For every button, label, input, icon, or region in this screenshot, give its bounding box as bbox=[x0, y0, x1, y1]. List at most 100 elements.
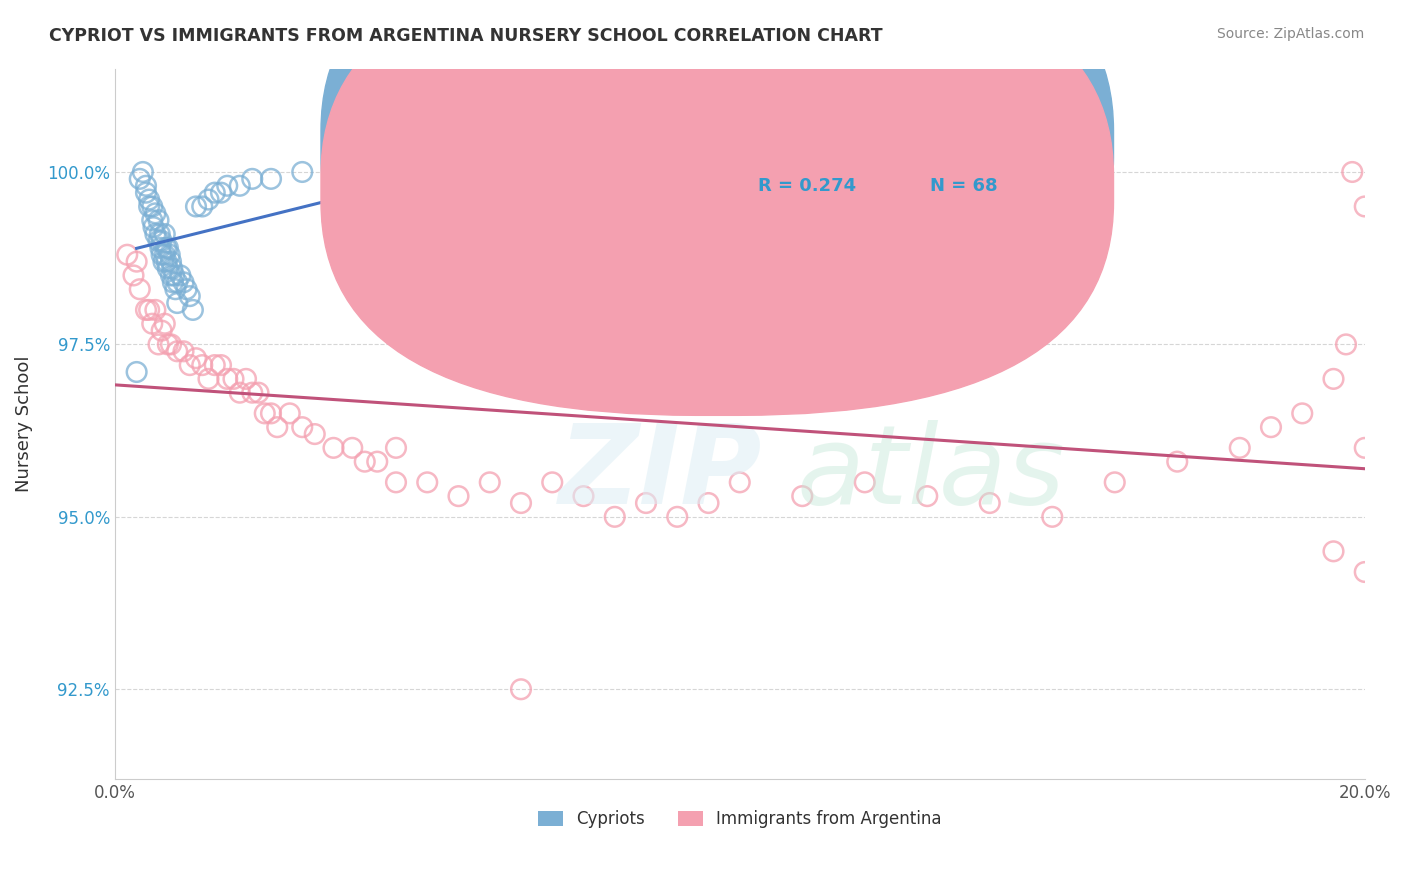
Point bbox=[156, 337, 179, 351]
Point bbox=[184, 351, 207, 366]
Point bbox=[853, 475, 876, 490]
Point bbox=[1040, 509, 1063, 524]
Text: Source: ZipAtlas.com: Source: ZipAtlas.com bbox=[1216, 27, 1364, 41]
Point bbox=[150, 234, 173, 248]
Point bbox=[266, 420, 288, 434]
Point bbox=[160, 254, 183, 268]
Point bbox=[145, 227, 167, 241]
Point bbox=[148, 337, 170, 351]
Point bbox=[666, 509, 689, 524]
Point bbox=[478, 475, 501, 490]
Point bbox=[366, 455, 388, 469]
Point bbox=[156, 254, 179, 268]
Point bbox=[184, 199, 207, 213]
Text: ZIP: ZIP bbox=[558, 420, 762, 527]
Point bbox=[162, 261, 184, 276]
Point bbox=[148, 213, 170, 227]
Point bbox=[217, 178, 239, 193]
Point bbox=[149, 227, 172, 241]
Point bbox=[122, 268, 145, 283]
Point bbox=[1354, 199, 1376, 213]
Point bbox=[160, 268, 183, 283]
Point bbox=[173, 344, 195, 359]
Point bbox=[204, 358, 226, 372]
Point bbox=[1322, 372, 1344, 386]
Point bbox=[153, 248, 176, 262]
Point bbox=[160, 337, 183, 351]
Point bbox=[165, 282, 187, 296]
Point bbox=[166, 276, 188, 290]
Point bbox=[156, 261, 179, 276]
Point bbox=[235, 372, 257, 386]
Point bbox=[152, 254, 174, 268]
Point bbox=[385, 165, 408, 179]
Point bbox=[125, 254, 148, 268]
Point bbox=[1166, 455, 1188, 469]
Point bbox=[510, 682, 533, 697]
Point bbox=[179, 289, 201, 303]
Point bbox=[145, 302, 167, 317]
Point bbox=[135, 302, 157, 317]
Point bbox=[155, 241, 177, 255]
Point bbox=[541, 475, 564, 490]
Point bbox=[163, 268, 186, 283]
Point bbox=[291, 165, 314, 179]
Point bbox=[162, 276, 184, 290]
Point bbox=[135, 178, 157, 193]
Point bbox=[1291, 406, 1313, 420]
Point bbox=[169, 268, 191, 283]
Point bbox=[138, 199, 160, 213]
Point bbox=[1334, 337, 1357, 351]
Point bbox=[728, 475, 751, 490]
Point bbox=[128, 282, 150, 296]
Point bbox=[128, 172, 150, 186]
Text: R = 0.274: R = 0.274 bbox=[758, 178, 856, 195]
Point bbox=[209, 358, 232, 372]
Point bbox=[176, 282, 198, 296]
Point bbox=[125, 365, 148, 379]
Point bbox=[197, 372, 219, 386]
Point bbox=[191, 358, 214, 372]
Point bbox=[138, 193, 160, 207]
FancyBboxPatch shape bbox=[321, 0, 1114, 416]
Point bbox=[135, 186, 157, 200]
Point bbox=[322, 165, 344, 179]
Point bbox=[1260, 420, 1282, 434]
Point bbox=[353, 455, 375, 469]
Point bbox=[150, 248, 173, 262]
Point bbox=[141, 213, 163, 227]
Y-axis label: Nursery School: Nursery School bbox=[15, 356, 32, 492]
Point bbox=[342, 441, 364, 455]
Text: atlas: atlas bbox=[796, 420, 1064, 527]
Point bbox=[278, 406, 301, 420]
Point bbox=[510, 496, 533, 510]
Point bbox=[1354, 441, 1376, 455]
Text: N = 68: N = 68 bbox=[929, 178, 997, 195]
Point bbox=[1229, 441, 1251, 455]
Point bbox=[204, 186, 226, 200]
Point bbox=[197, 193, 219, 207]
Point bbox=[510, 165, 533, 179]
Text: N = 56: N = 56 bbox=[929, 134, 997, 152]
Point bbox=[1322, 544, 1344, 558]
Point bbox=[145, 206, 167, 220]
Point bbox=[148, 234, 170, 248]
Point bbox=[291, 420, 314, 434]
Point bbox=[117, 248, 139, 262]
Point bbox=[173, 276, 195, 290]
Legend: Cypriots, Immigrants from Argentina: Cypriots, Immigrants from Argentina bbox=[531, 803, 949, 835]
Point bbox=[447, 489, 470, 503]
Point bbox=[222, 372, 245, 386]
Point bbox=[240, 385, 263, 400]
Text: CYPRIOT VS IMMIGRANTS FROM ARGENTINA NURSERY SCHOOL CORRELATION CHART: CYPRIOT VS IMMIGRANTS FROM ARGENTINA NUR… bbox=[49, 27, 883, 45]
Point bbox=[142, 220, 165, 235]
Text: R = 0.395: R = 0.395 bbox=[758, 134, 856, 152]
Point bbox=[979, 496, 1001, 510]
Point bbox=[353, 165, 375, 179]
Point bbox=[141, 317, 163, 331]
Point bbox=[1341, 165, 1364, 179]
Point bbox=[260, 406, 283, 420]
FancyBboxPatch shape bbox=[321, 0, 1114, 370]
Point bbox=[697, 496, 720, 510]
FancyBboxPatch shape bbox=[679, 115, 1062, 214]
